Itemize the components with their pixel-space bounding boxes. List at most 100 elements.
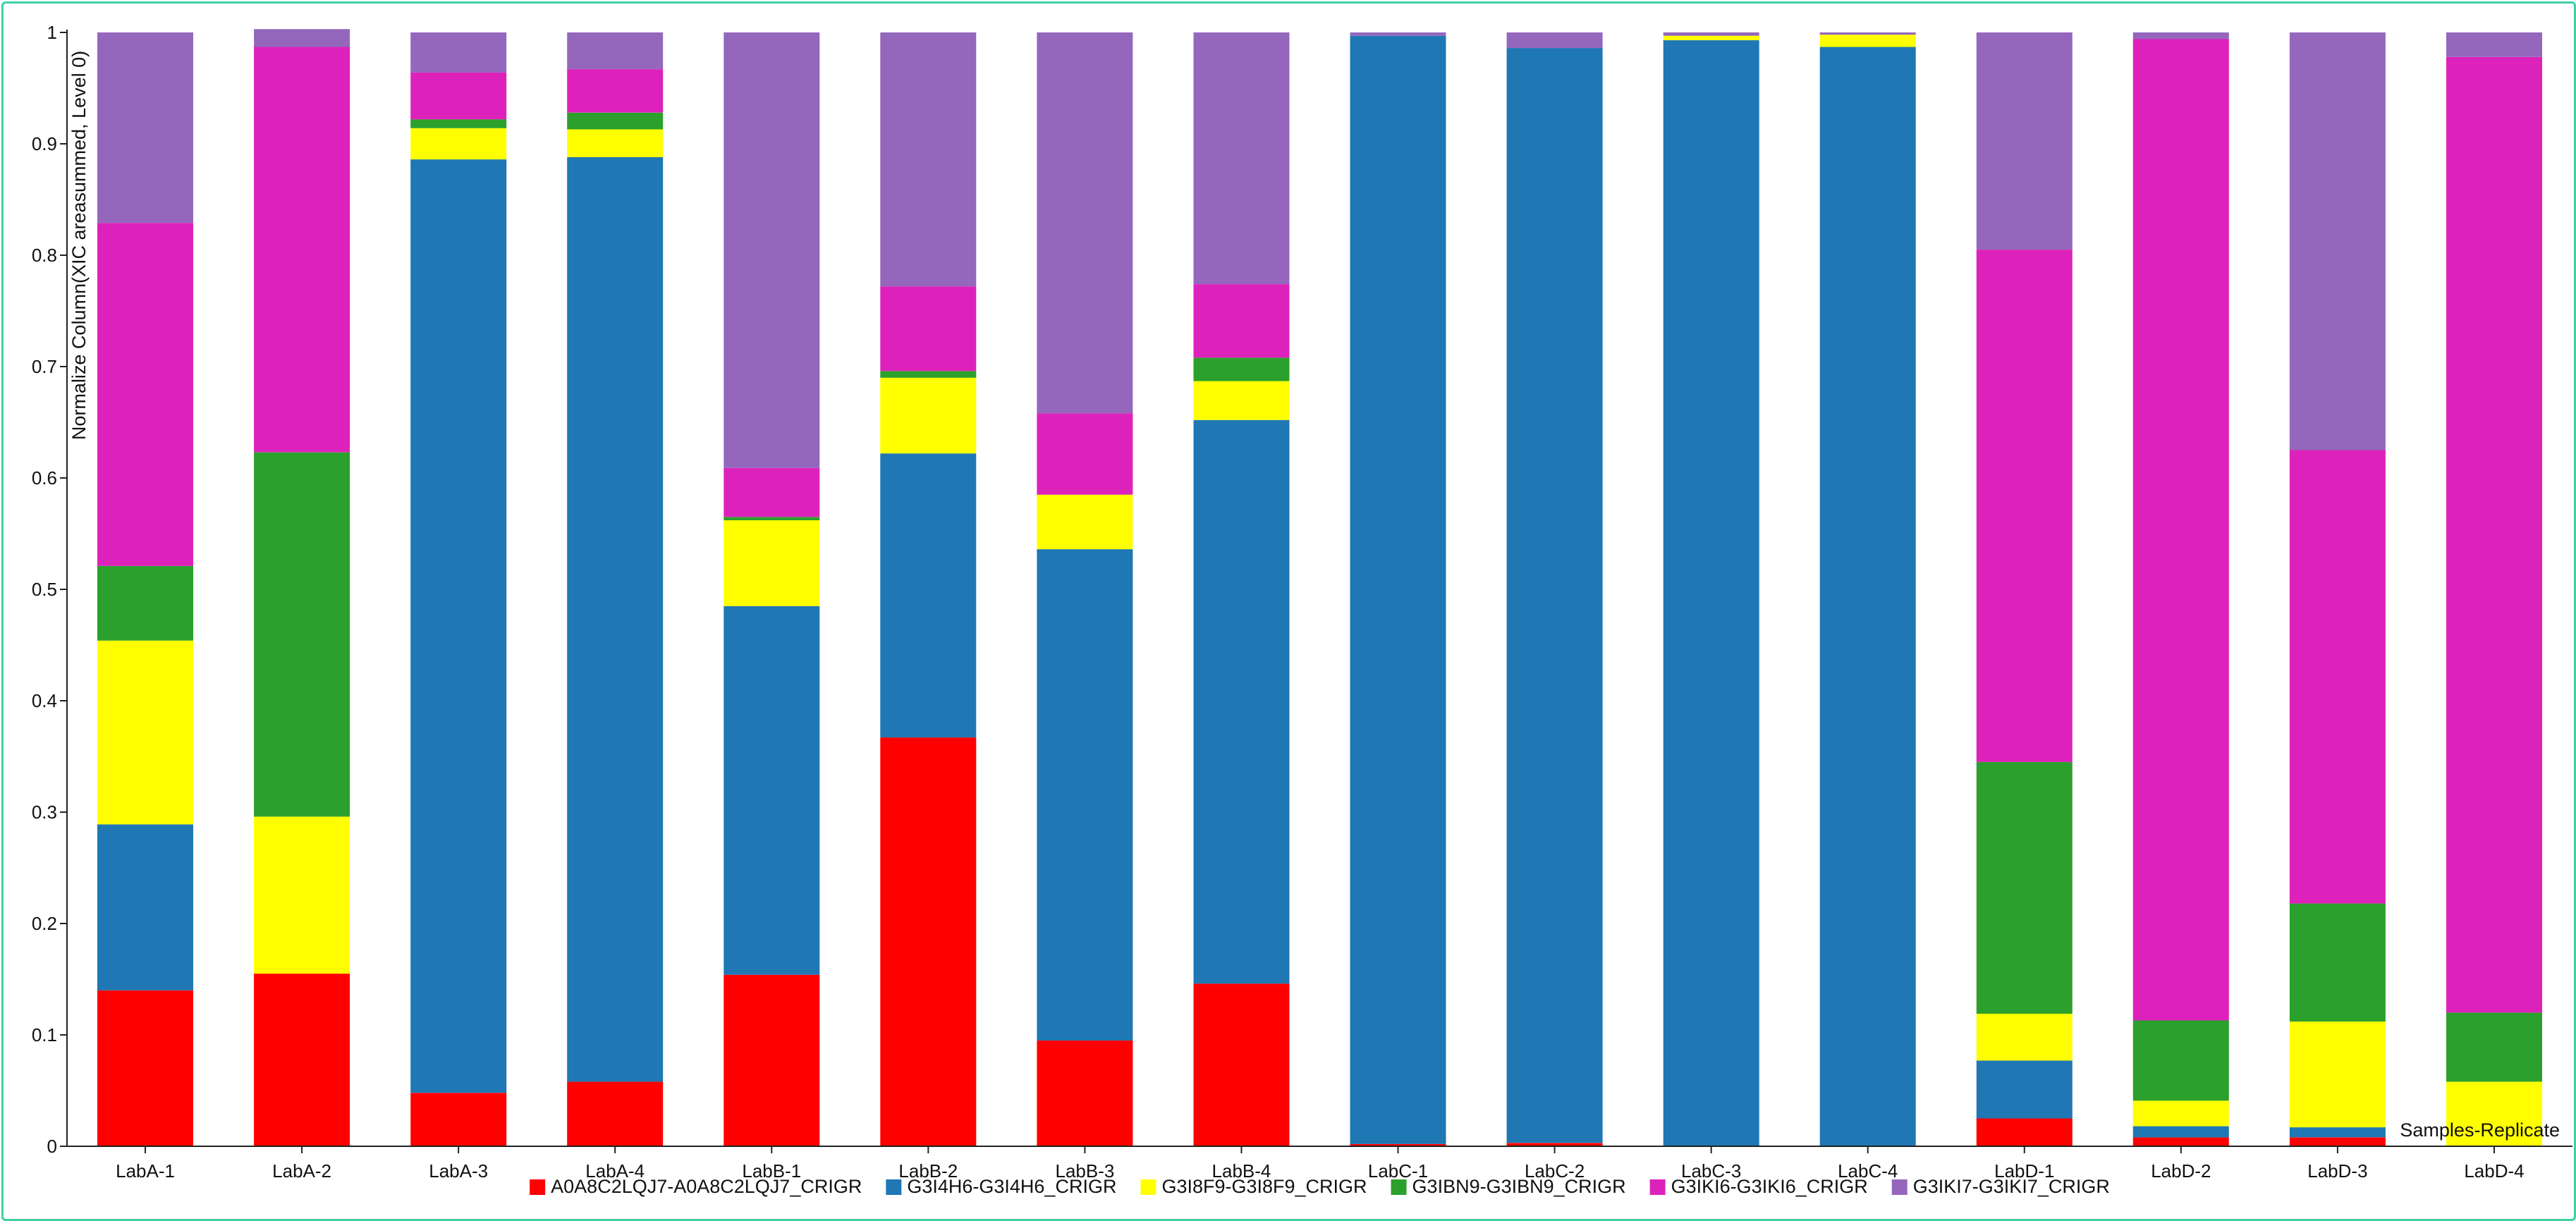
bar-segment-LabC-3-s5[interactable] [1663,32,1759,36]
bar-segment-LabD-1-s0[interactable] [1976,1118,2073,1147]
bar-segment-LabA-4-s2[interactable] [567,129,664,158]
bar-stack-LabD-1 [1976,32,2073,1147]
bar-segment-LabB-1-s0[interactable] [724,974,820,1146]
bar-segment-LabB-2-s2[interactable] [880,377,977,454]
bar-stack-LabC-3 [1663,32,1759,1147]
bar-segment-LabA-2-s2[interactable] [254,816,350,974]
bar-segment-LabA-2-s4[interactable] [254,47,350,453]
bar-segment-LabA-3-s1[interactable] [410,159,507,1093]
bar-segment-LabD-4-s4[interactable] [2446,56,2542,1013]
bar-segment-LabB-3-s0[interactable] [1037,1040,1133,1146]
bar-segment-LabA-4-s4[interactable] [567,69,664,113]
bar-segment-LabB-2-s0[interactable] [880,737,977,1146]
bar-segment-LabD-4-s2[interactable] [2446,1081,2542,1146]
bar-segment-LabD-1-s2[interactable] [1976,1014,2073,1061]
bar-segment-LabA-4-s5[interactable] [567,32,664,70]
bar-segment-LabC-4-s1[interactable] [1819,47,1916,1147]
bar-stack-LabC-2 [1506,32,1603,1146]
bar-segment-LabC-3-s2[interactable] [1663,35,1759,40]
legend-item-s3[interactable]: G3IBN9-G3IBN9_CRIGR [1391,1176,1626,1197]
bar-segment-LabB-1-s4[interactable] [724,467,820,517]
bar-segment-LabC-1-s1[interactable] [1350,35,1446,1144]
legend-item-s5[interactable]: G3IKI7-G3IKI7_CRIGR [1891,1176,2110,1197]
bar-segment-LabB-4-s4[interactable] [1193,284,1290,358]
bar-segment-LabA-3-s3[interactable] [410,119,507,128]
bar-segment-LabD-3-s2[interactable] [2289,1021,2386,1128]
bar-segment-LabD-3-s1[interactable] [2289,1127,2386,1138]
legend-label: G3IBN9-G3IBN9_CRIGR [1412,1176,1626,1197]
bar-segment-LabB-2-s3[interactable] [880,371,977,378]
bar-stack-LabB-3 [1037,32,1133,1146]
legend-item-s1[interactable]: G3I4H6-G3I4H6_CRIGR [886,1176,1116,1197]
bar-segment-LabB-3-s5[interactable] [1037,32,1133,414]
legend-label: A0A8C2LQJ7-A0A8C2LQJ7_CRIGR [551,1176,862,1197]
legend-item-s2[interactable]: G3I8F9-G3I8F9_CRIGR [1140,1176,1367,1197]
bar-segment-LabC-3-s1[interactable] [1663,40,1759,1147]
bar-segment-LabC-2-s5[interactable] [1506,32,1603,49]
bar-segment-LabB-2-s1[interactable] [880,453,977,738]
bar-segment-LabA-1-s3[interactable] [97,565,193,641]
bar-segment-LabB-2-s4[interactable] [880,286,977,372]
bar-segment-LabA-3-s4[interactable] [410,72,507,120]
bar-segment-LabD-3-s5[interactable] [2289,32,2386,450]
bar-segment-LabD-1-s3[interactable] [1976,761,2073,1014]
bar-segment-LabD-4-s5[interactable] [2446,32,2542,57]
bar-segment-LabC-2-s1[interactable] [1506,48,1603,1143]
x-tick-label: LabD-4 [2464,1160,2524,1182]
bar-segment-LabC-2-s0[interactable] [1506,1143,1603,1146]
bar-segment-LabA-2-s0[interactable] [254,974,350,1146]
bar-segment-LabA-3-s5[interactable] [410,32,507,73]
bar-segment-LabD-4-s3[interactable] [2446,1012,2542,1082]
bar-segment-LabD-3-s0[interactable] [2289,1137,2386,1146]
bar-segment-LabB-2-s5[interactable] [880,32,977,287]
bar-segment-LabB-3-s1[interactable] [1037,549,1133,1041]
bar-segment-LabB-3-s4[interactable] [1037,413,1133,495]
bar-segment-LabD-2-s1[interactable] [2132,1126,2229,1138]
bar-segment-LabD-2-s3[interactable] [2132,1020,2229,1101]
bar-segment-LabA-4-s1[interactable] [567,157,664,1082]
bar-segment-LabD-2-s2[interactable] [2132,1100,2229,1127]
bar-segment-LabA-4-s0[interactable] [567,1081,664,1146]
bar-segment-LabC-1-s0[interactable] [1350,1143,1446,1146]
bar-segment-LabB-1-s2[interactable] [724,520,820,606]
bar-stack-LabB-1 [724,32,820,1146]
x-tick-label: LabD-3 [2307,1160,2367,1182]
bar-segment-LabB-4-s2[interactable] [1193,381,1290,420]
bar-segment-LabD-1-s5[interactable] [1976,32,2073,250]
y-tick-label: 0.8 [32,245,57,266]
bar-segment-LabA-3-s2[interactable] [410,128,507,160]
bar-segment-LabC-4-s5[interactable] [1819,32,1916,35]
bar-segment-LabA-1-s0[interactable] [97,990,193,1146]
bar-segment-LabB-3-s2[interactable] [1037,494,1133,550]
bar-stack-LabD-2 [2132,32,2229,1146]
bar-segment-LabD-2-s5[interactable] [2132,32,2229,39]
bar-segment-LabB-4-s5[interactable] [1193,32,1290,285]
bar-segment-LabC-1-s5[interactable] [1350,32,1446,36]
x-tick-label: LabA-4 [585,1160,645,1182]
bar-segment-LabD-2-s4[interactable] [2132,39,2229,1021]
bar-segment-LabB-4-s3[interactable] [1193,357,1290,381]
x-axis-title: Samples-Replicate [2400,1119,2560,1141]
bar-segment-LabA-1-s5[interactable] [97,32,193,223]
bar-segment-LabB-1-s5[interactable] [724,32,820,468]
bar-segment-LabC-4-s2[interactable] [1819,35,1916,47]
bar-segment-LabA-4-s3[interactable] [567,112,664,130]
legend-item-s0[interactable]: A0A8C2LQJ7-A0A8C2LQJ7_CRIGR [530,1176,862,1197]
bar-stack-LabC-4 [1819,32,1916,1147]
legend-item-s4[interactable]: G3IKI6-G3IKI6_CRIGR [1649,1176,1868,1197]
bar-segment-LabA-1-s2[interactable] [97,640,193,825]
bar-segment-LabB-4-s1[interactable] [1193,419,1290,984]
bar-segment-LabB-4-s0[interactable] [1193,983,1290,1146]
bar-segment-LabA-1-s1[interactable] [97,824,193,990]
bar-segment-LabA-2-s5[interactable] [254,29,350,47]
bar-segment-LabA-2-s3[interactable] [254,452,350,817]
bar-segment-LabD-1-s1[interactable] [1976,1060,2073,1119]
bar-segment-LabB-1-s3[interactable] [724,517,820,520]
bar-segment-LabA-3-s0[interactable] [410,1093,507,1146]
bar-segment-LabA-1-s4[interactable] [97,223,193,566]
bar-segment-LabD-3-s4[interactable] [2289,450,2386,904]
bar-segment-LabB-1-s1[interactable] [724,606,820,975]
bar-segment-LabD-1-s4[interactable] [1976,250,2073,762]
bar-segment-LabD-3-s3[interactable] [2289,903,2386,1022]
bar-segment-LabD-2-s0[interactable] [2132,1137,2229,1146]
